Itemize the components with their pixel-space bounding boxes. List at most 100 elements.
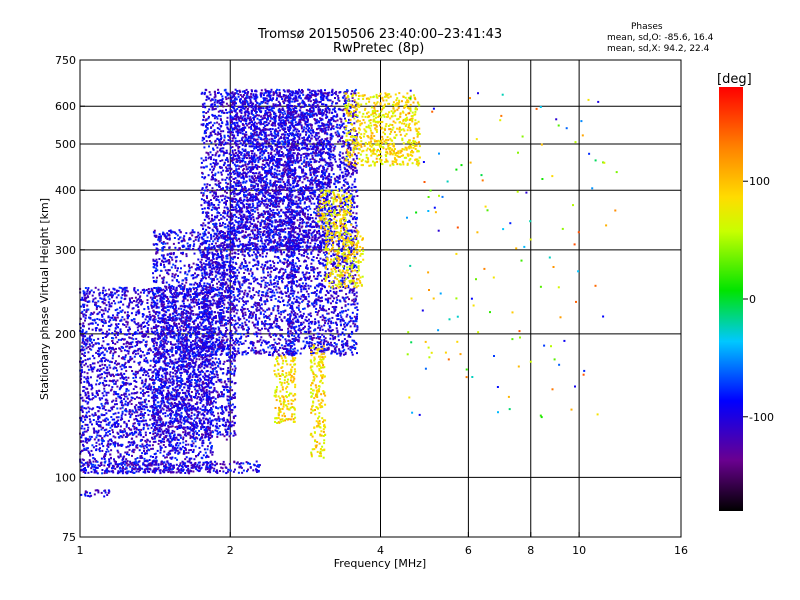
data-point bbox=[167, 353, 170, 356]
data-point bbox=[90, 368, 93, 371]
data-point bbox=[226, 328, 229, 331]
data-point bbox=[177, 433, 180, 436]
data-point bbox=[116, 289, 118, 292]
data-point bbox=[193, 379, 196, 381]
data-point bbox=[133, 287, 136, 289]
data-point bbox=[123, 318, 126, 321]
data-point bbox=[88, 357, 91, 360]
data-point bbox=[195, 299, 198, 301]
data-point bbox=[112, 443, 115, 446]
data-point bbox=[168, 332, 170, 335]
data-point bbox=[233, 432, 236, 435]
data-point bbox=[82, 440, 85, 443]
data-point bbox=[107, 391, 110, 394]
data-point bbox=[102, 286, 105, 289]
data-point bbox=[152, 259, 155, 262]
data-point bbox=[186, 396, 189, 399]
data-point bbox=[189, 427, 192, 430]
data-point bbox=[207, 375, 210, 378]
data-point bbox=[204, 434, 207, 437]
data-point bbox=[216, 271, 219, 274]
data-point bbox=[176, 392, 179, 395]
data-point bbox=[184, 347, 187, 350]
data-point bbox=[194, 363, 197, 366]
data-point bbox=[163, 313, 166, 316]
data-point bbox=[220, 252, 222, 255]
data-point bbox=[203, 410, 206, 413]
data-point bbox=[198, 325, 201, 328]
data-point bbox=[142, 335, 145, 338]
data-point bbox=[152, 319, 155, 322]
data-point bbox=[179, 341, 182, 343]
data-point bbox=[162, 301, 165, 304]
data-point bbox=[170, 402, 173, 405]
data-point bbox=[122, 288, 124, 291]
data-point bbox=[190, 283, 193, 286]
data-point bbox=[126, 290, 129, 293]
data-point bbox=[229, 296, 232, 299]
data-point bbox=[185, 395, 188, 397]
data-point bbox=[192, 405, 195, 408]
data-point bbox=[115, 319, 118, 322]
data-point bbox=[84, 296, 87, 299]
data-point bbox=[140, 367, 143, 370]
data-point bbox=[149, 388, 152, 391]
data-point bbox=[151, 417, 154, 420]
data-point bbox=[191, 376, 194, 378]
data-point bbox=[196, 384, 199, 387]
data-point bbox=[86, 290, 89, 293]
data-point bbox=[127, 316, 129, 319]
data-point bbox=[168, 398, 171, 401]
data-point bbox=[104, 321, 107, 324]
data-point bbox=[113, 421, 116, 424]
data-point bbox=[188, 413, 190, 416]
data-point bbox=[225, 323, 228, 326]
data-point bbox=[88, 292, 91, 295]
data-point bbox=[232, 288, 235, 291]
data-point bbox=[135, 410, 138, 413]
data-point bbox=[155, 295, 158, 298]
data-point bbox=[221, 271, 224, 274]
data-point bbox=[138, 369, 141, 372]
data-point bbox=[188, 326, 191, 329]
data-point bbox=[141, 443, 144, 446]
data-point bbox=[175, 395, 177, 398]
data-point bbox=[117, 338, 120, 341]
data-point bbox=[188, 457, 191, 460]
data-point bbox=[204, 302, 207, 305]
data-point bbox=[131, 319, 134, 322]
data-point bbox=[83, 380, 86, 383]
data-point bbox=[193, 458, 196, 461]
data-point bbox=[102, 298, 105, 301]
data-point bbox=[186, 384, 189, 387]
data-point bbox=[98, 370, 101, 372]
data-point bbox=[102, 394, 105, 397]
data-point bbox=[171, 319, 174, 322]
data-point bbox=[186, 413, 189, 415]
data-point bbox=[185, 451, 188, 454]
data-point bbox=[152, 433, 155, 435]
data-point bbox=[142, 426, 145, 429]
data-point bbox=[194, 388, 197, 391]
data-point bbox=[159, 471, 162, 474]
data-point bbox=[93, 438, 96, 441]
data-point bbox=[158, 377, 161, 380]
data-point bbox=[156, 391, 159, 394]
data-point bbox=[88, 451, 91, 454]
data-point bbox=[198, 420, 201, 422]
data-point bbox=[147, 320, 150, 323]
data-point bbox=[176, 449, 179, 452]
data-point bbox=[134, 291, 137, 294]
data-point bbox=[91, 294, 94, 297]
data-point bbox=[138, 422, 141, 425]
data-point bbox=[152, 395, 155, 398]
data-point bbox=[226, 418, 229, 421]
data-point bbox=[190, 266, 193, 269]
data-point bbox=[85, 330, 88, 333]
data-point bbox=[179, 271, 182, 274]
data-point bbox=[104, 299, 107, 302]
data-point bbox=[124, 400, 127, 403]
data-point bbox=[92, 427, 95, 430]
data-point bbox=[141, 452, 144, 455]
data-point bbox=[178, 326, 181, 329]
